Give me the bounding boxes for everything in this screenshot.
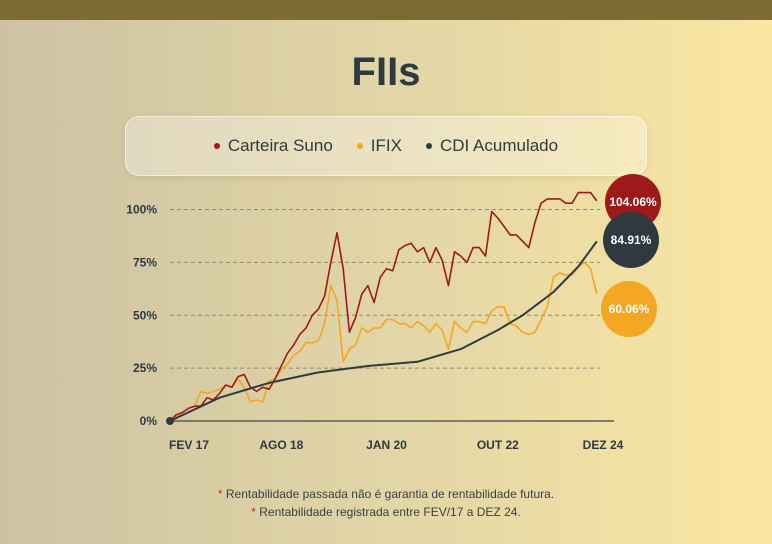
end-badge-ifix bbox=[601, 281, 657, 337]
y-tick-label: 0% bbox=[140, 414, 158, 428]
end-label-ifix: 60.06% bbox=[609, 302, 650, 316]
top-bar bbox=[0, 0, 772, 20]
x-tick-label: DEZ 24 bbox=[583, 438, 624, 452]
x-tick-label: OUT 22 bbox=[477, 438, 519, 452]
chart-legend: Carteira Suno IFIX CDI Acumulado bbox=[125, 116, 647, 176]
y-tick-label: 100% bbox=[126, 203, 157, 217]
footnote-1: * Rentabilidade passada não é garantia d… bbox=[0, 485, 772, 503]
series-line-cdi-acumulado bbox=[169, 240, 598, 422]
footnote-marker: * bbox=[251, 505, 256, 519]
end-badge-cdi-acumulado bbox=[603, 212, 659, 268]
x-tick-label: JAN 20 bbox=[366, 438, 407, 452]
legend-item-cdi-acumulado: CDI Acumulado bbox=[425, 136, 559, 156]
legend-label-carteira-suno: Carteira Suno bbox=[227, 136, 333, 155]
series-line-ifix bbox=[169, 261, 598, 422]
legend-label-ifix: IFIX bbox=[370, 136, 402, 155]
footnotes: * Rentabilidade passada não é garantia d… bbox=[0, 485, 772, 521]
legend-dot-carteira-suno bbox=[213, 143, 220, 149]
legend-item-carteira-suno: Carteira Suno bbox=[213, 136, 333, 156]
end-label-cdi-acumulado: 84.91% bbox=[611, 233, 652, 247]
legend-dot-ifix bbox=[356, 143, 363, 149]
footnote-2: * Rentabilidade registrada entre FEV/17 … bbox=[0, 503, 772, 521]
end-label-carteira-suno: 104.06% bbox=[609, 195, 657, 209]
x-tick-label: AGO 18 bbox=[259, 438, 303, 452]
origin-point bbox=[166, 417, 174, 425]
y-tick-label: 75% bbox=[133, 255, 157, 269]
page-title: FIIs bbox=[351, 50, 421, 94]
footnote-marker: * bbox=[217, 487, 223, 501]
legend-dot-cdi-acumulado bbox=[425, 143, 432, 149]
y-tick-label: 50% bbox=[133, 308, 157, 322]
legend-label-cdi-acumulado: CDI Acumulado bbox=[439, 136, 559, 155]
series-line-carteira-suno bbox=[169, 191, 598, 422]
x-tick-label: FEV 17 bbox=[169, 438, 209, 452]
footnote-text-2: Rentabilidade registrada entre FEV/17 a … bbox=[259, 505, 521, 519]
footnote-text-1: Rentabilidade passada não é garantia de … bbox=[225, 487, 555, 501]
y-tick-label: 25% bbox=[133, 361, 157, 375]
legend-item-ifix: IFIX bbox=[356, 136, 402, 156]
